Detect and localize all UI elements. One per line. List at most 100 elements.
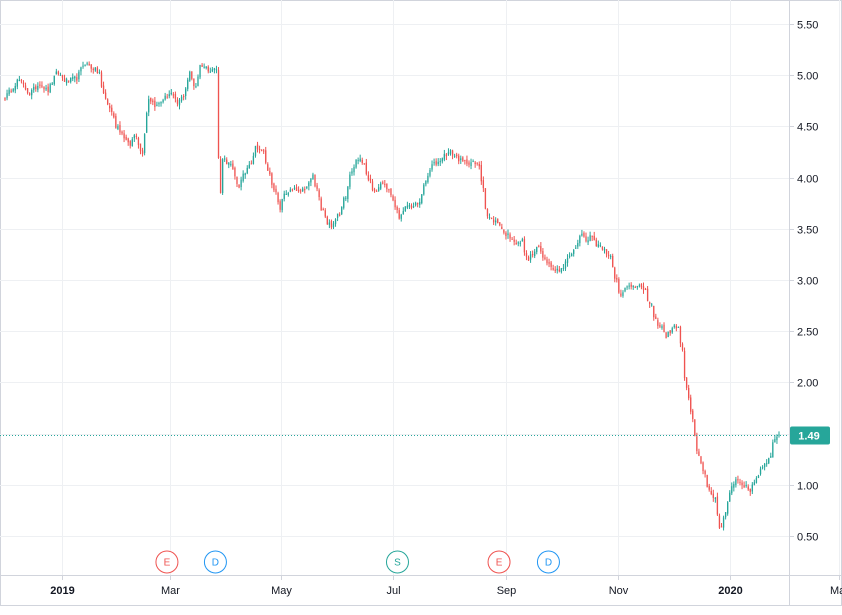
candle-down [634, 287, 636, 289]
event-marker-d[interactable]: D [203, 550, 227, 574]
candle-down [540, 246, 542, 252]
candle-down [445, 154, 448, 157]
event-circle [155, 550, 179, 574]
candle-down [698, 451, 700, 456]
candle-up [408, 205, 411, 207]
candle-up [45, 87, 47, 90]
event-marker-s[interactable]: S [385, 550, 409, 574]
candle-down [388, 189, 390, 191]
candle-up [70, 77, 72, 82]
candle-down [690, 397, 692, 412]
candle-down [616, 278, 618, 280]
candle-up [94, 67, 96, 71]
candle-down [314, 174, 316, 187]
candle-up [433, 162, 435, 164]
candle-down [657, 320, 659, 326]
candle-up [211, 69, 214, 72]
candle-down [172, 94, 175, 96]
candle-down [681, 343, 684, 351]
candle-down [236, 176, 238, 184]
time-axis[interactable]: 2019 Mar May Jul Sep Nov 2020 Mar [50, 575, 842, 597]
candle-up [577, 243, 579, 247]
candle-up [133, 135, 135, 139]
candle-up [632, 285, 634, 288]
candle-up [145, 113, 148, 133]
candle-down [115, 116, 117, 128]
candle-down [456, 154, 458, 157]
candle-up [285, 193, 287, 195]
candle-down [234, 167, 236, 177]
candle-up [205, 66, 207, 69]
event-letter: D [212, 558, 219, 569]
event-marker-d[interactable]: D [536, 550, 560, 574]
candle-down [111, 107, 113, 112]
candle-down [256, 144, 259, 150]
candle-up [283, 193, 285, 199]
candle-down [330, 221, 333, 228]
candle-down [154, 100, 156, 108]
candle-down [720, 526, 723, 528]
candle-down [396, 206, 398, 211]
candle-down [371, 181, 374, 191]
candle-down [513, 239, 515, 242]
candle-down [669, 330, 671, 334]
y-tick-label: 2.00 [797, 378, 818, 390]
candle-down [41, 85, 43, 87]
candle-up [414, 202, 417, 206]
candle-down [326, 216, 328, 225]
candle-up [768, 458, 770, 464]
y-tick-label: 5.00 [797, 71, 818, 83]
candle-up [293, 187, 296, 189]
candle-down [375, 190, 378, 192]
candle-down [279, 201, 281, 210]
candle-up [351, 171, 353, 174]
candle-up [419, 201, 421, 205]
candle-down [618, 279, 620, 293]
candle-down [451, 150, 454, 156]
candle-up [560, 268, 563, 273]
candle-down [499, 222, 501, 226]
candle-up [753, 482, 756, 485]
candle-down [35, 86, 37, 90]
candle-down [88, 63, 90, 66]
candle-up [562, 268, 565, 269]
candle-up [341, 206, 343, 215]
event-marker-e[interactable]: E [487, 550, 511, 574]
candle-down [392, 196, 394, 201]
candle-up [74, 76, 76, 79]
candle-down [685, 377, 688, 388]
candle-up [564, 261, 567, 269]
candle-down [382, 182, 384, 184]
candle-up [246, 167, 248, 174]
candle-up [332, 223, 335, 228]
candle-down [468, 162, 470, 165]
candle-up [735, 479, 737, 485]
candle-down [176, 99, 179, 104]
event-marker-e[interactable]: E [155, 550, 179, 574]
candle-down [398, 210, 400, 219]
candle-down [492, 219, 495, 223]
candle-down [706, 474, 708, 487]
candle-up [568, 255, 571, 257]
candle-up [766, 463, 768, 465]
candle-down [361, 159, 363, 163]
candle-up [404, 206, 407, 211]
candle-up [203, 66, 205, 68]
candle-down [232, 163, 234, 170]
candle-up [772, 442, 774, 458]
candle-up [638, 285, 641, 287]
candle-down [478, 163, 480, 167]
candle-down [486, 208, 489, 217]
candle-up [65, 79, 68, 84]
candle-up [570, 253, 573, 257]
candle-up [197, 76, 199, 86]
candle-up [622, 292, 624, 296]
candle-up [221, 159, 224, 194]
candle-down [265, 150, 267, 163]
candle-down [318, 190, 320, 198]
candle-down [102, 85, 105, 94]
candle-down [386, 183, 388, 190]
candle-up [306, 186, 308, 189]
